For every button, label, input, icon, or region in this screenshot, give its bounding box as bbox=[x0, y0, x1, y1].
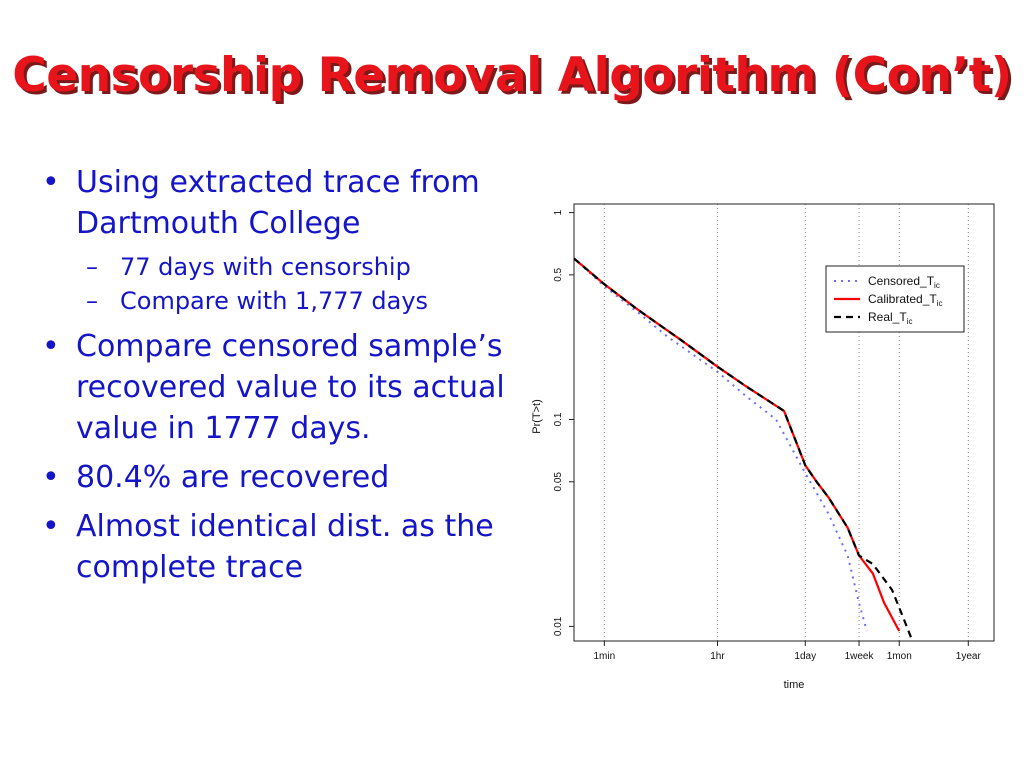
y-tick-label: 0.5 bbox=[553, 267, 564, 281]
plot-frame bbox=[573, 203, 995, 642]
y-tick-label: 0.05 bbox=[553, 472, 564, 492]
y-tick-label: 1 bbox=[553, 209, 564, 215]
y-axis-title: Pr(T>t) bbox=[531, 399, 543, 434]
bullet-text: Using extracted trace from Dartmouth Col… bbox=[76, 165, 480, 241]
series-line-dashed bbox=[574, 257, 913, 639]
x-axis-title: time bbox=[784, 679, 805, 690]
bullet-item: 80.4% are recovered bbox=[38, 457, 518, 498]
x-tick-label: 1mon bbox=[887, 651, 912, 662]
y-tick-label: 0.1 bbox=[553, 412, 564, 426]
bullet-item: Using extracted trace from Dartmouth Col… bbox=[38, 162, 518, 318]
legend-label: Calibrated_Tic bbox=[868, 292, 942, 308]
x-tick-label: 1min bbox=[594, 651, 616, 662]
sub-bullet-item: 77 days with censorship bbox=[76, 250, 518, 284]
legend-label: Real_Tic bbox=[868, 310, 912, 326]
bullet-text: 80.4% are recovered bbox=[76, 460, 390, 495]
bullet-list: Using extracted trace from Dartmouth Col… bbox=[38, 162, 518, 596]
bullet-text: Almost identical dist. as the complete t… bbox=[76, 509, 494, 585]
sub-bullet-item: Compare with 1,777 days bbox=[76, 284, 518, 318]
survival-chart: 1min 1hr 1day 1week 1mon 1year 1 0.5 0.1 0.05 0.01… bbox=[528, 190, 1004, 690]
x-tick-label: 1year bbox=[956, 651, 982, 662]
slide-title: Censorship Removal Algorithm (Con’t) bbox=[12, 48, 1012, 103]
chart-svg: 1min 1hr 1day 1week 1mon 1year 1 0.5 0.1 0.05 0.01… bbox=[531, 203, 995, 690]
x-tick-label: 1week bbox=[845, 651, 875, 662]
sub-bullet-list: 77 days with censorship Compare with 1,7… bbox=[76, 250, 518, 318]
x-tick-label: 1hr bbox=[710, 651, 725, 662]
bullet-text: Compare censored sample’s recovered valu… bbox=[76, 329, 505, 446]
bullet-item: Almost identical dist. as the complete t… bbox=[38, 506, 518, 588]
bullet-item: Compare censored sample’s recovered valu… bbox=[38, 326, 518, 449]
y-tick-label: 0.01 bbox=[553, 616, 564, 636]
x-tick-label: 1day bbox=[794, 651, 816, 662]
series-line-dotted bbox=[574, 257, 868, 632]
legend-label: Censored_Tic bbox=[868, 274, 940, 290]
